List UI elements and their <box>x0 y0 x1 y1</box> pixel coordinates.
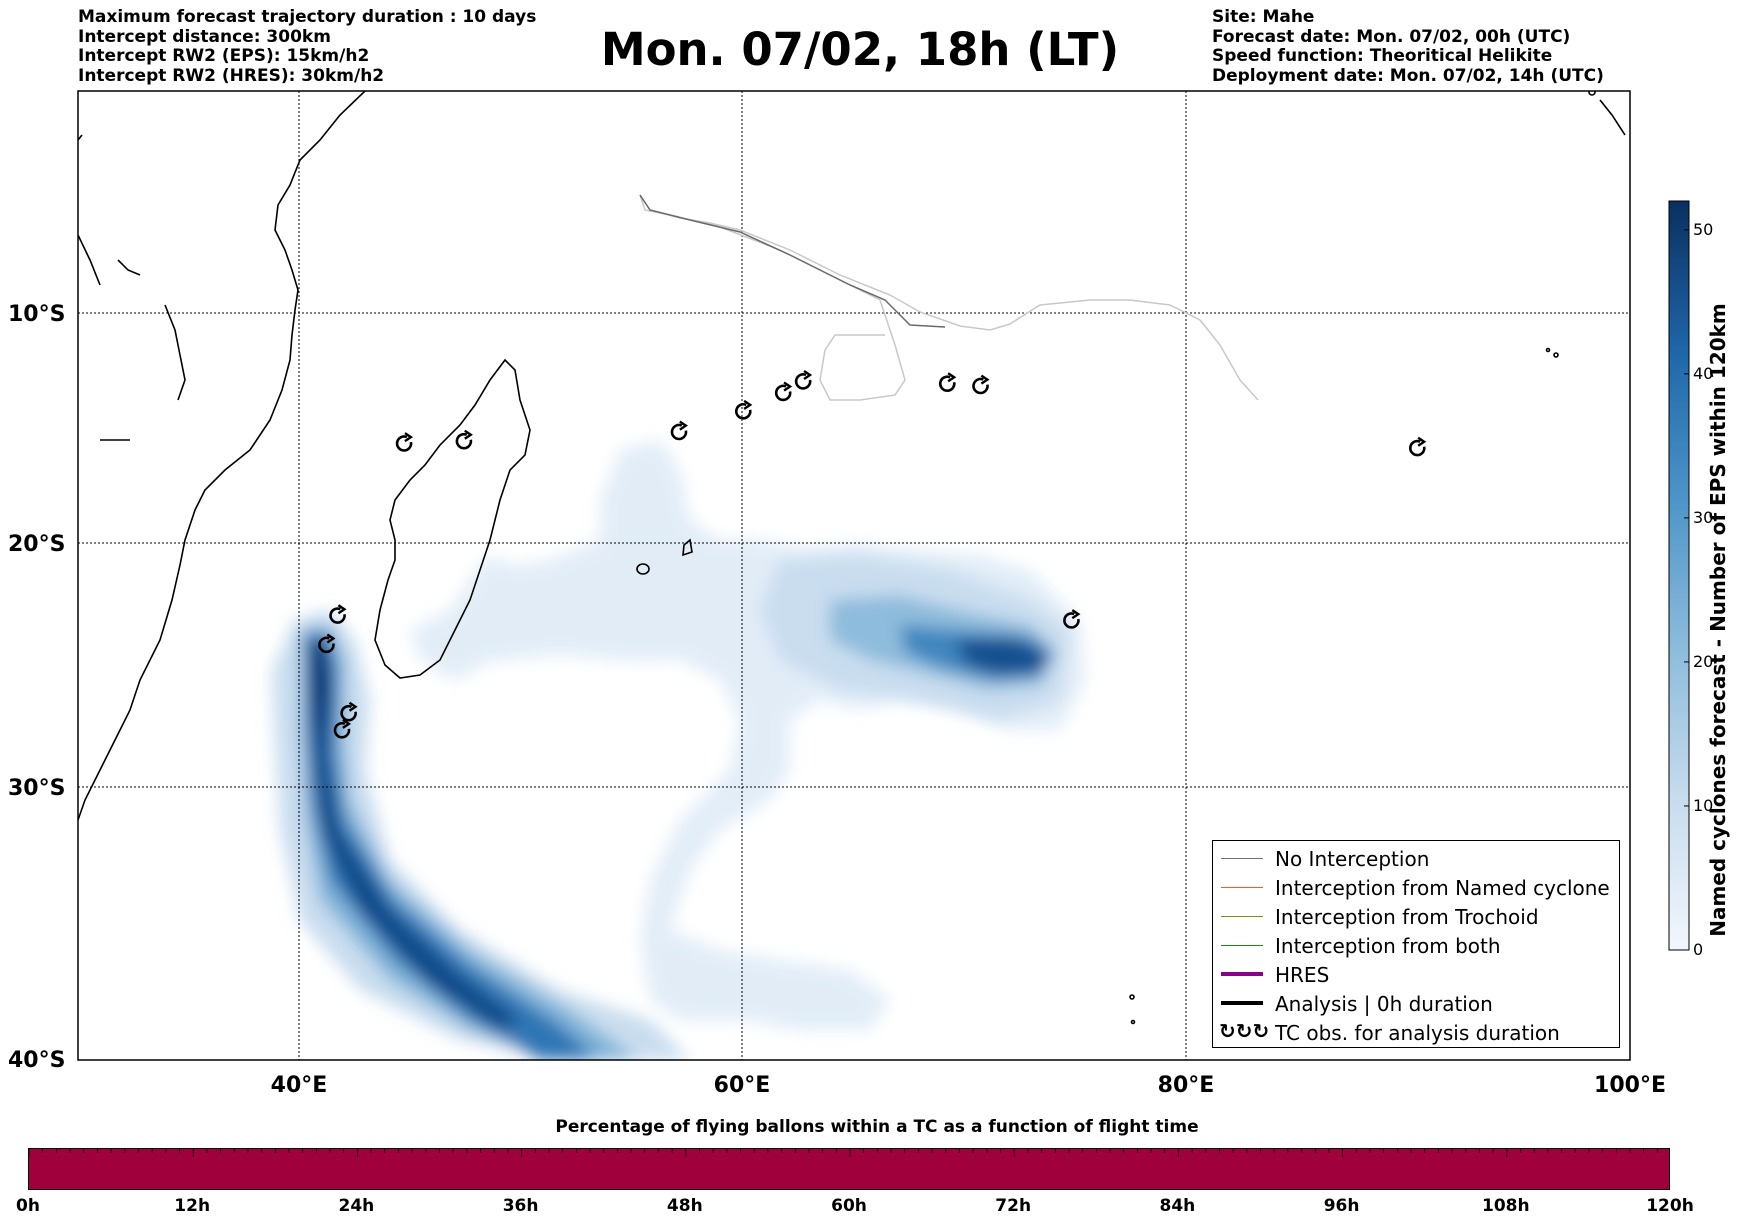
legend-label: Interception from Trochoid <box>1275 905 1539 929</box>
flight-bar-tick-label: 72h <box>995 1196 1032 1216</box>
header-left-line: Intercept RW2 (EPS): 15km/h2 <box>78 46 370 66</box>
colorbar-label: Named cyclones forecast - Number of EPS … <box>1706 303 1730 937</box>
tc-observation-icon <box>333 718 352 739</box>
map-frame <box>77 90 1631 1061</box>
tc-observation-icon <box>455 429 473 450</box>
tc-observation-icon <box>1409 436 1427 457</box>
legend-line <box>1221 945 1263 946</box>
coastlines <box>78 91 1626 1025</box>
flight-bar-tick-label: 48h <box>666 1196 703 1216</box>
legend: No Interception Interception from Named … <box>1212 840 1620 1048</box>
header-left-line: Intercept distance: 300km <box>78 26 331 47</box>
flight-bar-tick-label: 120h <box>1646 1196 1694 1216</box>
tc-observations <box>318 370 1427 739</box>
header-left-line: Intercept RW2 (HRES): 30km/h2 <box>78 65 385 86</box>
lat-label: 40°S <box>8 1048 65 1073</box>
legend-line <box>1221 887 1263 888</box>
legend-label: Interception from Named cyclone <box>1275 876 1610 900</box>
flight-bar-tick-label: 12h <box>174 1196 211 1216</box>
tc-observation-icon <box>794 370 813 390</box>
legend-line <box>1221 972 1263 976</box>
flight-bar-tick-label: 36h <box>502 1196 539 1216</box>
legend-label: TC obs. for analysis duration <box>1275 1021 1560 1045</box>
flight-bar-tick-label: 96h <box>1323 1196 1360 1216</box>
legend-label: Interception from both <box>1275 934 1501 958</box>
flight-bar-tick-label: 84h <box>1159 1196 1196 1216</box>
header-left-info: Maximum forecast trajectory duration : 1… <box>78 7 537 86</box>
lat-label: 30°S <box>8 776 65 801</box>
lon-label: 100°E <box>1594 1073 1666 1098</box>
tc-observation-icon <box>735 399 753 420</box>
tc-observation-icon <box>340 701 358 722</box>
lat-label: 10°S <box>8 302 65 327</box>
legend-item-trochoid: Interception from Trochoid <box>1213 903 1619 929</box>
legend-line <box>1221 858 1263 859</box>
legend-item-analysis: Analysis | 0h duration <box>1213 990 1619 1016</box>
header-right-line: Speed function: Theoritical Helikite <box>1212 46 1553 66</box>
legend-label: Analysis | 0h duration <box>1275 992 1493 1016</box>
colorbar-ticks <box>1684 229 1689 951</box>
colorbar-tick-label: 20 <box>1693 651 1714 671</box>
legend-item-named-cyclone: Interception from Named cyclone <box>1213 874 1619 900</box>
flight-bar-tick-label: 108h <box>1482 1196 1530 1216</box>
legend-line <box>1221 916 1263 917</box>
tc-observation-icon <box>1063 609 1081 629</box>
legend-item-hres: HRES <box>1213 961 1619 987</box>
flight-progress-ticks <box>29 1149 1658 1157</box>
tc-observation-icon <box>329 604 347 624</box>
header-right-line: Forecast date: Mon. 07/02, 00h (UTC) <box>1212 26 1571 47</box>
gridlines <box>78 91 1630 1060</box>
flight-bar-title: Percentage of flying ballons within a TC… <box>555 1117 1199 1137</box>
header-right-line: Deployment date: Mon. 07/02, 14h (UTC) <box>1212 65 1604 86</box>
header-right-line: Site: Mahe <box>1212 7 1315 27</box>
flight-bar-tick-label: 0h <box>16 1196 40 1216</box>
tc-observation-icon <box>939 372 957 392</box>
legend-item-both: Interception from both <box>1213 932 1619 958</box>
legend-item-tc-obs: ↻↻↻ TC obs. for analysis duration <box>1213 1019 1619 1045</box>
colorbar-tick-label: 0 <box>1693 940 1704 959</box>
flight-bar-tick-label: 60h <box>831 1196 867 1216</box>
tc-symbol-icon: ↻↻↻ <box>1219 1019 1270 1043</box>
eps-density-east <box>760 555 1070 720</box>
legend-label: No Interception <box>1275 847 1430 871</box>
flight-progress-fill <box>29 1149 1669 1189</box>
legend-line <box>1221 1001 1263 1005</box>
lon-label: 60°E <box>714 1073 771 1098</box>
tc-observation-icon <box>670 420 689 441</box>
no-interception-trajectories <box>639 194 1259 401</box>
colorbar-tick-label: 50 <box>1693 219 1714 239</box>
tc-observation-icon <box>972 374 990 395</box>
colorbar-tick-label: 30 <box>1693 507 1714 527</box>
header-right-info: Site: Mahe Forecast date: Mon. 07/02, 00… <box>1212 7 1604 86</box>
map-title: Mon. 07/02, 18h (LT) <box>600 23 1120 76</box>
flight-bar-tick-label: 24h <box>338 1196 375 1216</box>
legend-label: HRES <box>1275 963 1330 987</box>
header-left-line: Maximum forecast trajectory duration : 1… <box>78 7 537 27</box>
colorbar <box>1668 200 1690 951</box>
lon-label: 80°E <box>1158 1073 1215 1098</box>
tc-observation-icon <box>395 432 414 452</box>
eps-density-west <box>272 610 690 1060</box>
lat-label: 20°S <box>8 532 65 557</box>
flight-progress-bar <box>28 1148 1670 1190</box>
colorbar-tick-label: 40 <box>1693 363 1714 383</box>
lon-label: 40°E <box>271 1073 328 1098</box>
tc-observation-icon <box>774 381 793 402</box>
legend-item-no-interception: No Interception <box>1213 845 1619 871</box>
tc-observation-icon <box>318 633 336 654</box>
colorbar-tick-label: 10 <box>1693 795 1714 815</box>
